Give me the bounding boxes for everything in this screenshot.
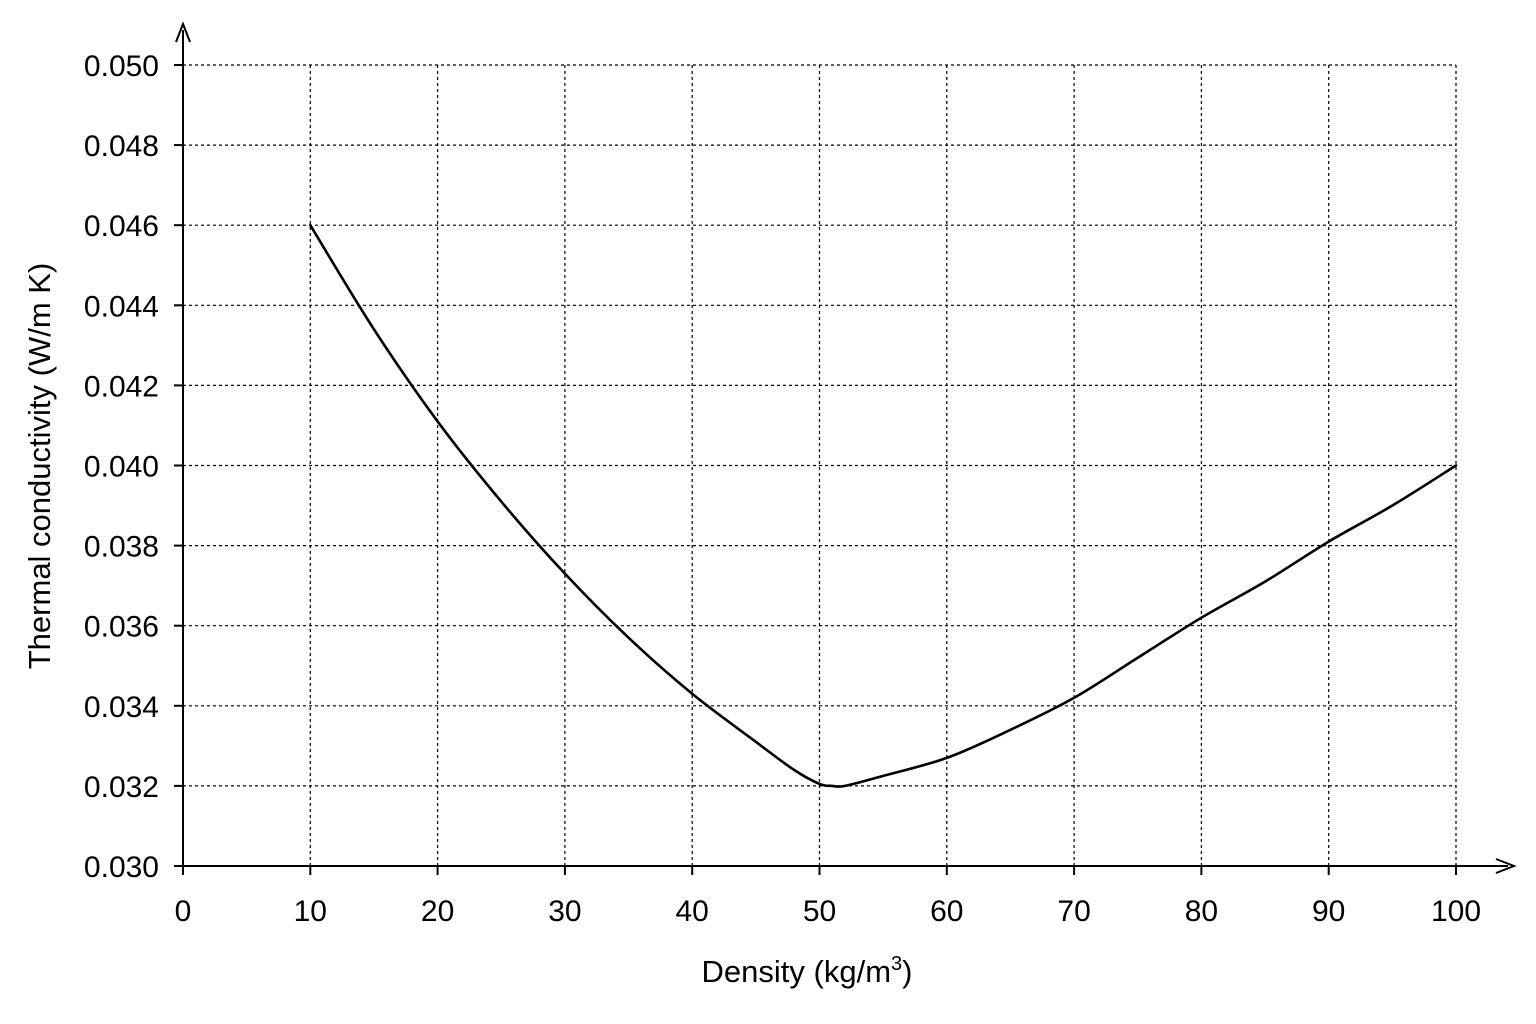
y-axis-arrow bbox=[175, 21, 191, 43]
x-axis-arrow bbox=[1495, 858, 1517, 874]
x-axis-label-superscript: 3 bbox=[891, 953, 902, 975]
axes bbox=[175, 21, 1517, 874]
x-tick-label: 60 bbox=[930, 895, 963, 928]
y-tick-label: 0.030 bbox=[84, 851, 159, 884]
y-tick-label: 0.042 bbox=[84, 370, 159, 403]
y-tick-label: 0.040 bbox=[84, 451, 159, 484]
y-tick-label: 0.036 bbox=[84, 611, 159, 644]
x-tick-label: 80 bbox=[1185, 895, 1218, 928]
y-tick-label: 0.044 bbox=[84, 290, 159, 323]
y-tick-label: 0.046 bbox=[84, 210, 159, 243]
x-tick-label: 50 bbox=[803, 895, 836, 928]
x-axis-label: Density (kg/m3) bbox=[702, 953, 913, 989]
x-tick-label: 70 bbox=[1057, 895, 1090, 928]
x-tick-label: 100 bbox=[1431, 895, 1481, 928]
x-axis-label-close: ) bbox=[902, 954, 912, 989]
x-axis-label-main: Density (kg/m bbox=[702, 954, 891, 989]
x-tick-label: 20 bbox=[421, 895, 454, 928]
y-tick-label: 0.038 bbox=[84, 531, 159, 564]
y-tick-label: 0.034 bbox=[84, 691, 159, 724]
grid bbox=[183, 64, 1457, 866]
x-tick-label: 10 bbox=[294, 895, 327, 928]
series-line bbox=[309, 223, 1458, 789]
y-tick-label: 0.048 bbox=[84, 130, 159, 163]
x-tick-label: 0 bbox=[175, 895, 192, 928]
y-tick-label: 0.050 bbox=[84, 50, 159, 83]
ticks: 0 10 20 30 40 50 60 70 80 90 100 0.030 0.032 0.034 0.0… bbox=[84, 50, 1481, 928]
x-tick-label: 40 bbox=[676, 895, 709, 928]
x-tick-label: 90 bbox=[1312, 895, 1345, 928]
y-axis-label: Thermal conductivity (W/m K) bbox=[22, 263, 57, 670]
y-tick-label: 0.032 bbox=[84, 771, 159, 804]
x-tick-label: 30 bbox=[548, 895, 581, 928]
